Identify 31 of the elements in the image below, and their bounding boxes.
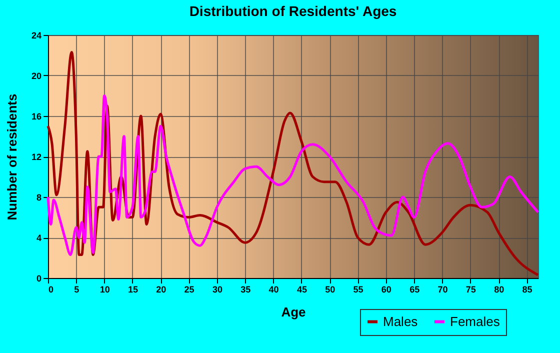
y-tick-label: 24 bbox=[31, 30, 42, 40]
chart-title: Distribution of Residents' Ages bbox=[189, 3, 397, 19]
x-tick-label: 20 bbox=[156, 284, 166, 294]
x-tick-label: 15 bbox=[128, 284, 138, 294]
y-axis-title: Number of residents bbox=[4, 94, 20, 220]
x-tick-label: 50 bbox=[325, 284, 336, 294]
x-tick-label: 40 bbox=[268, 284, 279, 294]
x-tick-label: 5 bbox=[74, 284, 80, 294]
y-tick-label: 20 bbox=[31, 71, 42, 81]
x-tick-label: 55 bbox=[353, 284, 364, 294]
x-tick-label: 80 bbox=[494, 284, 504, 294]
y-tick-label: 4 bbox=[36, 233, 42, 243]
y-tick-label: 16 bbox=[31, 112, 42, 122]
x-tick-label: 45 bbox=[296, 284, 307, 294]
line-series bbox=[46, 94, 540, 256]
x-axis-title: Age bbox=[281, 304, 306, 320]
x-tick-label: 85 bbox=[522, 284, 532, 294]
y-tick-label: 8 bbox=[36, 192, 42, 202]
x-tick-label: 65 bbox=[410, 284, 420, 294]
x-tick-label: 25 bbox=[184, 284, 194, 294]
legend-label: Females bbox=[450, 314, 500, 329]
y-tick-label: 0 bbox=[36, 274, 42, 284]
y-tick-label: 12 bbox=[31, 152, 42, 162]
x-tick-label: 75 bbox=[466, 284, 476, 294]
x-tick-label: 0 bbox=[48, 284, 54, 294]
x-tick-label: 30 bbox=[212, 284, 222, 294]
x-tick-label: 60 bbox=[381, 284, 392, 294]
x-tick-label: 10 bbox=[100, 284, 110, 294]
x-tick-label: 35 bbox=[240, 284, 251, 294]
legend-label: Males bbox=[383, 314, 418, 329]
x-tick-label: 70 bbox=[438, 284, 448, 294]
